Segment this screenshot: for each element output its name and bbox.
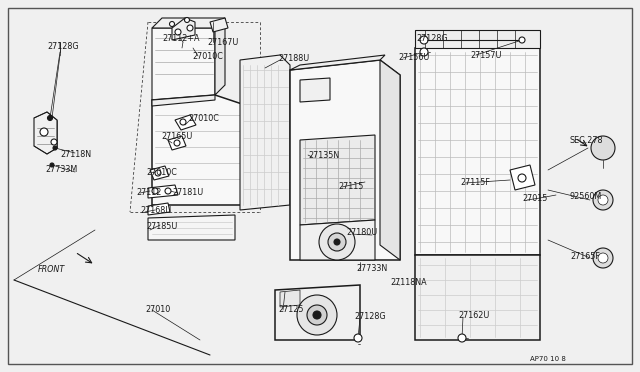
Text: 27010: 27010: [145, 305, 170, 314]
Text: 27112+A: 27112+A: [162, 34, 200, 43]
Polygon shape: [275, 285, 360, 340]
Polygon shape: [300, 78, 330, 102]
Text: AP70 10 8: AP70 10 8: [530, 356, 566, 362]
Polygon shape: [300, 220, 375, 260]
Polygon shape: [415, 255, 540, 340]
Text: 27010C: 27010C: [192, 52, 223, 61]
Circle shape: [334, 239, 340, 245]
Text: 27188U: 27188U: [278, 54, 309, 63]
Polygon shape: [240, 55, 290, 210]
Text: 27118NA: 27118NA: [390, 278, 427, 287]
Text: 27015: 27015: [522, 194, 547, 203]
Polygon shape: [148, 185, 178, 198]
Text: 27165U: 27165U: [161, 132, 193, 141]
Polygon shape: [215, 18, 225, 95]
Circle shape: [307, 305, 327, 325]
Text: 27181U: 27181U: [172, 188, 204, 197]
Text: 27162U: 27162U: [458, 311, 490, 320]
Circle shape: [155, 170, 161, 176]
Text: 27010C: 27010C: [188, 114, 219, 123]
Circle shape: [420, 36, 428, 44]
Circle shape: [593, 190, 613, 210]
Circle shape: [180, 119, 186, 125]
Polygon shape: [172, 18, 195, 40]
Polygon shape: [150, 166, 169, 180]
Text: 27165F: 27165F: [570, 252, 600, 261]
Polygon shape: [152, 95, 215, 106]
Circle shape: [47, 115, 52, 121]
Polygon shape: [290, 60, 400, 260]
Polygon shape: [175, 115, 196, 130]
Circle shape: [51, 139, 57, 145]
Circle shape: [598, 253, 608, 263]
Polygon shape: [152, 28, 215, 100]
Text: 27115F: 27115F: [460, 178, 490, 187]
Polygon shape: [152, 18, 225, 28]
Circle shape: [593, 248, 613, 268]
Circle shape: [328, 233, 346, 251]
Circle shape: [420, 48, 428, 56]
Polygon shape: [300, 135, 375, 225]
Polygon shape: [210, 18, 228, 32]
Circle shape: [165, 188, 171, 194]
Text: SEC.278: SEC.278: [570, 136, 604, 145]
Text: 27125: 27125: [278, 305, 303, 314]
Text: 27185U: 27185U: [146, 222, 177, 231]
Circle shape: [518, 174, 526, 182]
Polygon shape: [148, 203, 170, 215]
Text: 27010C: 27010C: [146, 168, 177, 177]
Text: 27118N: 27118N: [60, 150, 91, 159]
Text: 27167U: 27167U: [207, 38, 238, 47]
Text: 27128G: 27128G: [416, 34, 447, 43]
Polygon shape: [415, 48, 540, 255]
Polygon shape: [510, 165, 535, 190]
Circle shape: [591, 136, 615, 160]
Circle shape: [40, 128, 48, 136]
Circle shape: [458, 334, 466, 342]
Circle shape: [174, 140, 180, 146]
Text: 27112: 27112: [136, 188, 161, 197]
Circle shape: [519, 37, 525, 43]
Text: 27733N: 27733N: [356, 264, 387, 273]
Circle shape: [50, 163, 54, 167]
Circle shape: [313, 311, 321, 319]
Circle shape: [187, 25, 193, 31]
Circle shape: [175, 29, 181, 35]
Text: 27156U: 27156U: [398, 53, 429, 62]
Text: FRONT: FRONT: [38, 265, 65, 274]
Text: 27733M: 27733M: [45, 165, 77, 174]
Text: 92560M: 92560M: [570, 192, 602, 201]
Circle shape: [319, 224, 355, 260]
Text: 27168U: 27168U: [140, 206, 172, 215]
Text: 27135N: 27135N: [308, 151, 339, 160]
Text: 27180U: 27180U: [346, 228, 377, 237]
Polygon shape: [168, 136, 186, 150]
Text: 27115: 27115: [338, 182, 364, 191]
Circle shape: [598, 195, 608, 205]
Text: 27157U: 27157U: [470, 51, 502, 60]
Polygon shape: [290, 55, 385, 70]
Circle shape: [53, 146, 57, 150]
Circle shape: [152, 188, 158, 194]
Polygon shape: [415, 30, 540, 48]
Polygon shape: [280, 290, 300, 307]
Polygon shape: [148, 215, 235, 240]
Text: 27128G: 27128G: [354, 312, 386, 321]
Circle shape: [184, 17, 189, 22]
Polygon shape: [380, 60, 400, 260]
Circle shape: [297, 295, 337, 335]
Text: 27128G: 27128G: [47, 42, 79, 51]
Circle shape: [170, 22, 175, 26]
Polygon shape: [152, 95, 245, 205]
Circle shape: [354, 334, 362, 342]
